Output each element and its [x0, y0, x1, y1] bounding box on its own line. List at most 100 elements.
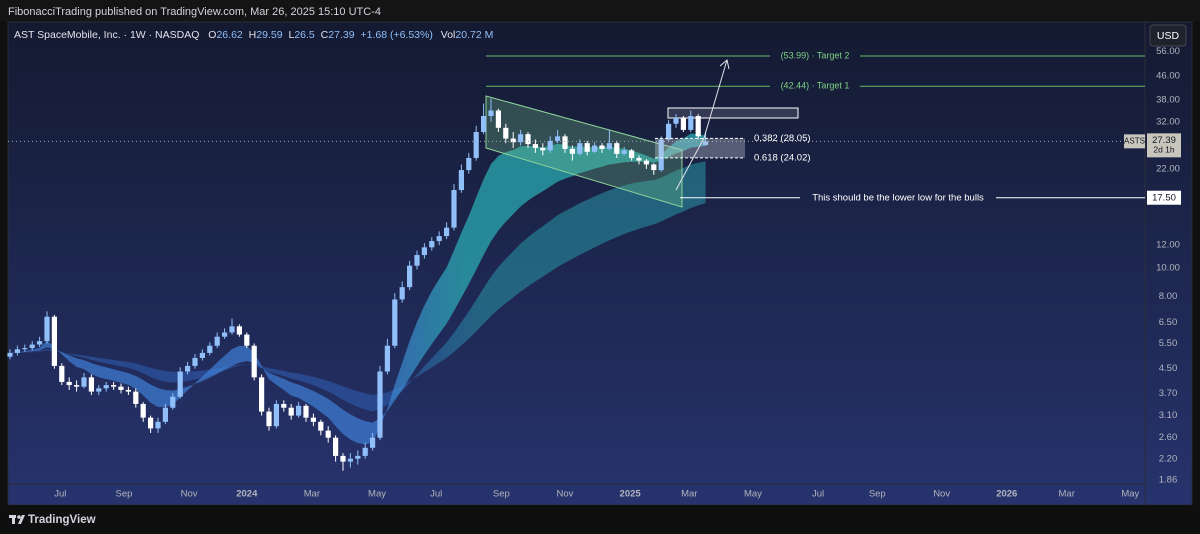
legend: AST SpaceMobile, Inc. · 1W · NASDAQ O26.… [14, 29, 493, 41]
candle-body [628, 150, 635, 158]
x-tick-label: Nov [933, 489, 950, 500]
ticker: ASTS [1124, 136, 1145, 145]
candle-body [229, 326, 235, 333]
candle-body [273, 403, 279, 427]
candle-body [569, 148, 575, 154]
y-tick-label: 10.00 [1156, 263, 1180, 274]
x-tick-label: Sep [493, 489, 510, 500]
candle-body [96, 388, 102, 392]
candle-body [584, 143, 590, 152]
ohlc-value: 29.59 [256, 29, 282, 41]
brand: TradingView [28, 514, 96, 526]
candle-body [59, 365, 65, 382]
candle-body [162, 407, 168, 422]
y-tick-label: 8.00 [1159, 291, 1178, 302]
x-tick-label: Sep [116, 489, 133, 500]
candle-body [503, 127, 509, 139]
candle-body [288, 407, 294, 416]
candle-body [606, 143, 612, 149]
candle-body [392, 299, 398, 346]
y-tick-label: 3.70 [1159, 388, 1178, 399]
candle-body [88, 377, 94, 392]
candle-body [680, 117, 686, 130]
resistance-box [667, 107, 799, 119]
y-tick-label: 32.00 [1156, 116, 1180, 127]
candle-body [384, 345, 390, 372]
x-tick-label: May [368, 489, 386, 500]
y-tick-label: 3.10 [1159, 410, 1178, 421]
y-tick-label: 4.50 [1159, 363, 1178, 374]
chart-panel [7, 21, 1193, 506]
candle-body [414, 255, 420, 266]
candle-body [355, 455, 361, 459]
candle-body [258, 377, 265, 412]
candle-body [110, 385, 117, 387]
x-tick-label: Mar [304, 489, 320, 500]
candle-body [29, 344, 35, 349]
x-tick-label: Sep [869, 489, 886, 500]
footer-bar [0, 505, 1200, 534]
candle-body [540, 147, 546, 151]
price-box [1147, 133, 1181, 158]
candle-body [658, 139, 664, 171]
candle-body [614, 143, 620, 154]
x-tick-label: Jul [54, 489, 66, 500]
candle-body [702, 141, 709, 145]
x-tick-label: Mar [681, 489, 697, 500]
ohlc-value: 26.5 [294, 29, 315, 41]
candle-body [147, 417, 154, 429]
ohlc-label: L [288, 29, 294, 41]
candle-body [673, 117, 679, 124]
x-tick-label: 2025 [620, 489, 642, 500]
ohlc-label: C [321, 29, 329, 41]
currency[interactable]: USD [1157, 30, 1180, 42]
candle-body [103, 385, 109, 389]
candles [7, 98, 709, 471]
candle-body [651, 164, 657, 171]
candle-body [517, 134, 524, 143]
projection-line [675, 137, 705, 191]
candle-body [44, 316, 50, 342]
candle-body [577, 143, 583, 154]
candle-body [332, 437, 339, 456]
y-tick-label: 38.00 [1156, 95, 1180, 106]
candle-body [303, 405, 309, 418]
ohlc-value: 26.62 [216, 29, 242, 41]
candle-body [591, 145, 598, 152]
candle-body [118, 386, 124, 390]
x-tick-label: Nov [557, 489, 574, 500]
target-label: (53.99) · Target 2 [781, 50, 850, 60]
candle-body [318, 421, 324, 431]
candle-body [221, 332, 228, 337]
projection-arrow [703, 59, 728, 139]
candle-body [473, 132, 479, 158]
y-tick-label: 56.00 [1156, 46, 1180, 57]
header-bar [0, 0, 1200, 22]
price-label: 27.39 [1152, 135, 1176, 146]
candle-body [562, 136, 568, 149]
change: +1.68 (+6.53%) [360, 29, 432, 41]
currency-button[interactable] [1149, 24, 1187, 47]
x-tick-label: May [1121, 489, 1139, 500]
x-tick-label: Jul [430, 489, 442, 500]
y-tick-label: 2.20 [1159, 453, 1178, 464]
y-tick-label: 6.50 [1159, 317, 1178, 328]
fib-zone [655, 138, 745, 158]
candle-body [36, 341, 43, 345]
ticker-box [1124, 134, 1145, 149]
candle-body [177, 371, 183, 397]
candle-body [340, 455, 346, 462]
candle-body [192, 357, 198, 366]
candle-body [7, 352, 13, 357]
logo-part [12, 515, 15, 524]
candle-body [266, 411, 272, 427]
x-tick-label: Mar [1059, 489, 1075, 500]
candle-body [22, 348, 28, 350]
candle-body [480, 116, 487, 133]
candle-body [133, 391, 139, 404]
candle-body [184, 365, 191, 372]
candle-body [369, 437, 376, 448]
candle-body [399, 287, 405, 300]
candle-body [325, 430, 331, 438]
